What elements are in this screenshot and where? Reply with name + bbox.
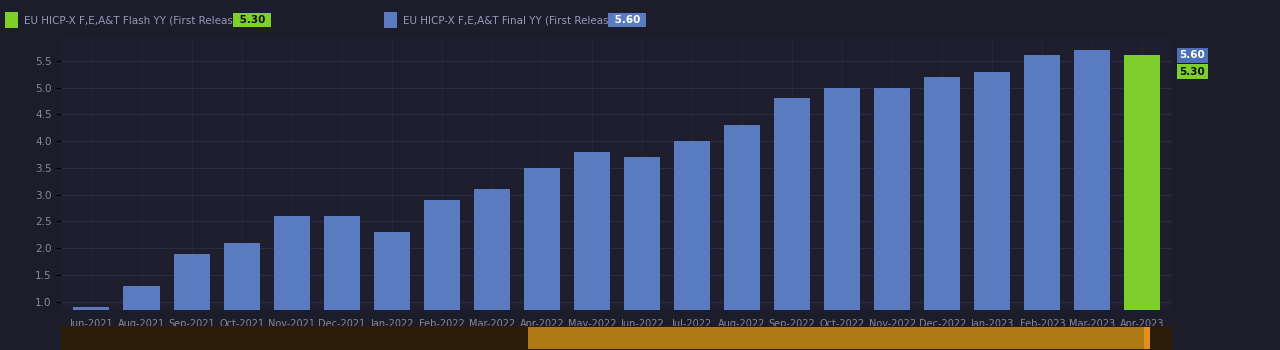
Bar xyxy=(5,12,18,28)
Bar xyxy=(324,216,360,350)
Bar xyxy=(224,243,260,350)
Bar xyxy=(824,88,860,350)
Text: 5.30: 5.30 xyxy=(1179,66,1206,77)
Text: 5.60: 5.60 xyxy=(611,15,644,25)
Bar xyxy=(974,71,1010,350)
Bar xyxy=(474,189,509,350)
Text: EU HICP-X F,E,A&T Flash YY (First Release): EU HICP-X F,E,A&T Flash YY (First Releas… xyxy=(24,15,250,25)
Bar xyxy=(374,232,410,350)
Bar xyxy=(424,200,460,350)
Text: 5.60: 5.60 xyxy=(1179,50,1206,61)
Text: 5.30: 5.30 xyxy=(236,15,269,25)
Text: Percent: Percent xyxy=(1180,24,1217,34)
Bar xyxy=(675,141,710,350)
Bar xyxy=(73,307,110,350)
Bar xyxy=(174,253,210,350)
Bar xyxy=(874,88,910,350)
Bar xyxy=(1124,56,1161,350)
Text: EU HICP-X F,E,A&T Final YY (First Release): EU HICP-X F,E,A&T Final YY (First Releas… xyxy=(403,15,626,25)
Bar xyxy=(123,286,160,350)
Bar xyxy=(774,98,810,350)
Bar xyxy=(529,327,1151,349)
Bar xyxy=(1024,56,1060,350)
Bar xyxy=(924,77,960,350)
Bar xyxy=(573,152,611,350)
Bar xyxy=(384,12,397,28)
Bar xyxy=(724,125,760,350)
Bar xyxy=(623,157,660,350)
Bar xyxy=(524,168,559,350)
Bar xyxy=(1143,327,1151,349)
Bar xyxy=(1074,50,1111,350)
Bar xyxy=(274,216,310,350)
